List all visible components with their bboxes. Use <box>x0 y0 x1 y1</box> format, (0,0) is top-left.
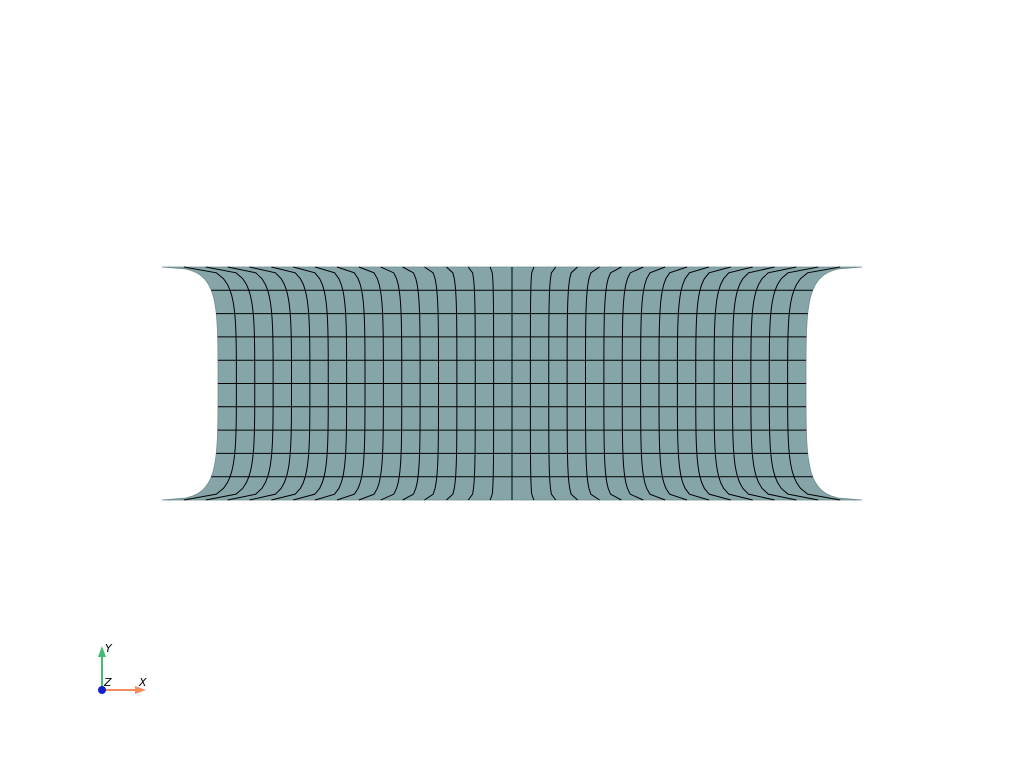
mesh-column-line <box>380 266 403 501</box>
mesh-column-line <box>446 266 458 501</box>
mesh-column-line <box>566 266 578 501</box>
mesh-column-line <box>249 266 292 501</box>
mesh-column-line <box>621 266 644 501</box>
mesh-column-line <box>358 266 384 501</box>
mesh-column-line <box>271 266 311 501</box>
orientation-axes: Y X Z <box>98 642 147 694</box>
deformed-mesh <box>161 266 863 501</box>
mesh-column-line <box>676 266 710 501</box>
mesh-column-line <box>529 266 535 501</box>
mesh-column-line <box>183 266 237 501</box>
mesh-column-line <box>467 266 476 501</box>
mesh-column-line <box>227 266 274 501</box>
y-axis-label: Y <box>105 642 113 655</box>
x-axis-label: X <box>138 676 147 689</box>
mesh-column-line <box>768 266 819 501</box>
mesh-grid-lines <box>183 266 841 501</box>
mesh-column-line <box>314 266 348 501</box>
x-axis-arrowhead <box>135 686 146 694</box>
mesh-column-line <box>336 266 366 501</box>
mesh-column-line <box>205 266 256 501</box>
mesh-column-line <box>695 266 731 501</box>
z-axis-label: Z <box>103 676 112 689</box>
y-axis-arrowhead <box>98 646 106 657</box>
mesh-column-line <box>750 266 797 501</box>
mesh-column-line <box>713 266 753 501</box>
mesh-column-line <box>424 266 439 501</box>
mesh-column-line <box>658 266 688 501</box>
mesh-column-line <box>585 266 600 501</box>
mesh-column-line <box>548 266 557 501</box>
mesh-column-line <box>640 266 666 501</box>
mesh-column-line <box>402 266 421 501</box>
mesh-column-line <box>603 266 622 501</box>
mesh-column-line <box>489 266 495 501</box>
mesh-column-line <box>787 266 841 501</box>
z-axis-origin <box>98 686 106 694</box>
mesh-column-line <box>293 266 329 501</box>
mesh-column-line <box>732 266 775 501</box>
